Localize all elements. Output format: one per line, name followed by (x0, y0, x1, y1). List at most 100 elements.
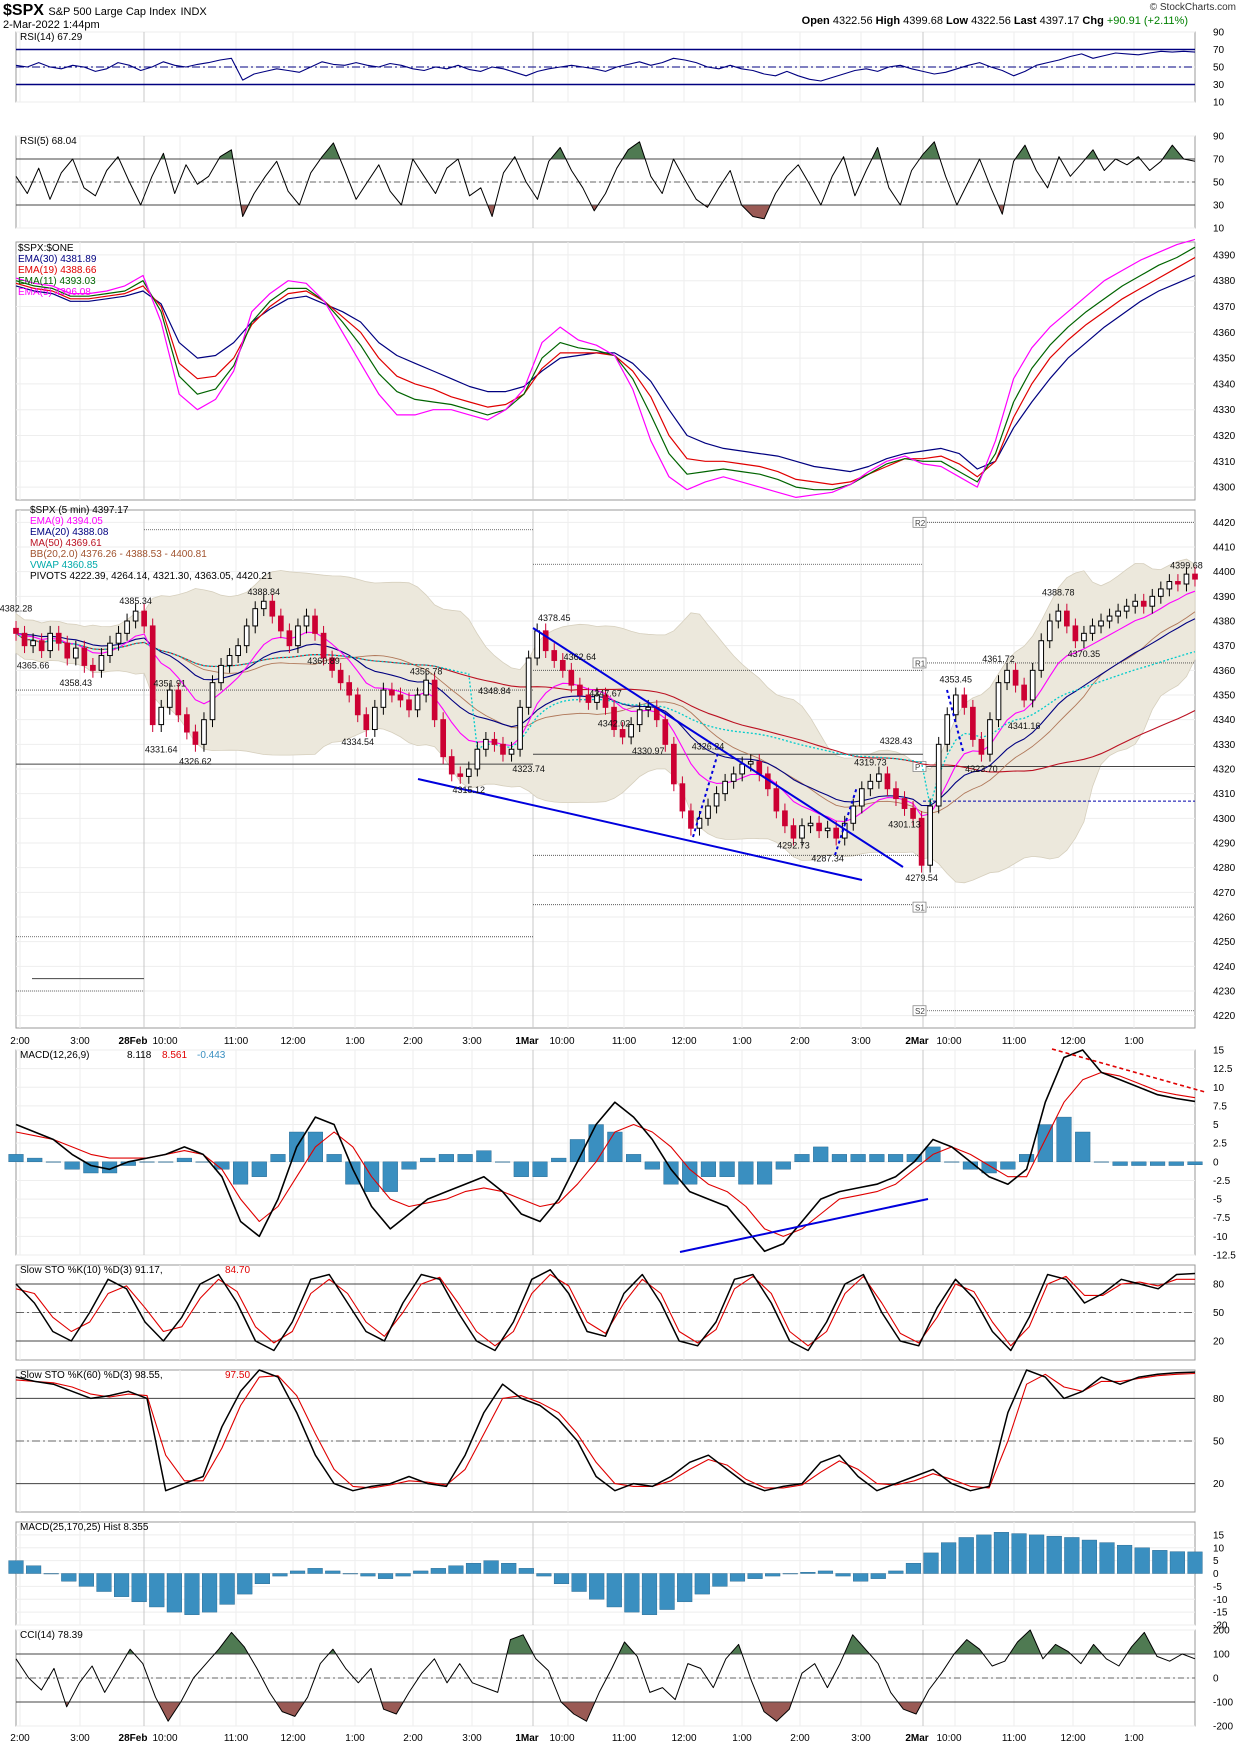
candle-body (158, 706, 165, 726)
macd-hist2-legend: MACD(25,170,25) Hist 8.355 (20, 1522, 149, 1533)
macd-hist-bar (1187, 1161, 1203, 1166)
hist-bar (8, 1560, 24, 1574)
macd-hist-bar (233, 1161, 249, 1185)
cci-tick-label: 0 (1213, 1674, 1219, 1685)
rsi5-panel: 90 70 50 30 10 RSI(5) 68.04 (15, 132, 1225, 235)
symbol: $SPX (3, 2, 44, 19)
hist-bar (782, 1573, 798, 1575)
rsi14-panel: 90 70 50 30 10 RSI(14) 67.29 (15, 28, 1225, 109)
macd-hist-bar (495, 1161, 511, 1163)
macd-hist-bar (1168, 1161, 1184, 1166)
x-axis-label: 1:00 (345, 1036, 365, 1047)
candle-body (1012, 669, 1019, 686)
macd-tick-label: 15 (1213, 1046, 1225, 1057)
macd-hist-bar (700, 1161, 716, 1177)
ema-line-0 (15, 274, 1196, 473)
macd-hist-bar (551, 1157, 567, 1163)
x-axis-label: 28Feb (119, 1036, 148, 1047)
x-axis-label: 1:00 (732, 1036, 752, 1047)
candle-body (320, 632, 327, 659)
macd-hist-bar (27, 1157, 43, 1163)
candle-body (858, 788, 865, 807)
macd-hist-bar (981, 1161, 997, 1174)
candle-body (585, 694, 592, 703)
candle-body (918, 817, 925, 866)
candle-body (149, 625, 156, 726)
price-label: 4326.62 (179, 757, 212, 767)
x-axis-label: 2:00 (403, 1733, 423, 1744)
candle-body (910, 807, 916, 819)
hist-bar (606, 1573, 622, 1608)
candle-body (132, 610, 139, 622)
candle-body (952, 694, 959, 716)
macd-legend-hist: -0.443 (197, 1050, 226, 1061)
candle-body (166, 689, 173, 708)
macd-tick-label: 12.5 (1213, 1064, 1233, 1075)
price-tick-label: 4360 (1213, 666, 1236, 677)
hist-bar (1134, 1547, 1150, 1574)
ema-panel-tick-label: 4320 (1213, 431, 1236, 442)
last-value: 4397.17 (1039, 15, 1080, 27)
rsi5-tick-label: 30 (1213, 201, 1225, 212)
macd-hist2-tick-label: -20 (1213, 1621, 1228, 1632)
macd-hist-bar (382, 1161, 398, 1192)
candle-body (115, 632, 122, 644)
candle-body (64, 642, 71, 659)
price-legend: EMA(9) 4394.05 (30, 516, 103, 527)
macd-hist-bar (139, 1161, 155, 1163)
candle-body (337, 669, 344, 684)
macd-tick-label: -7.5 (1213, 1213, 1231, 1224)
price-label: 4341.16 (1008, 721, 1041, 731)
ema-panel-tick-label: 4350 (1213, 354, 1236, 365)
hist-bar (1099, 1542, 1115, 1574)
ema-line-3 (15, 238, 1196, 498)
candle-body (218, 664, 224, 684)
ema-panel-tick-label: 4330 (1213, 405, 1236, 416)
hist-bar (430, 1568, 446, 1574)
ema-panel-frame (15, 241, 1196, 501)
x-axis-label: 1:00 (1124, 1036, 1144, 1047)
macd-hist-bar (738, 1161, 754, 1185)
ema-panel-panel: 4390 4380 4370 4360 4350 4340 4330 4320 4310 4300… (15, 238, 1236, 501)
low-label: Low (946, 15, 968, 27)
hist-bar (96, 1573, 112, 1592)
candle-body (431, 679, 438, 721)
hist-bar (1187, 1551, 1203, 1574)
last-label: Last (1013, 15, 1037, 27)
hist-bar (712, 1573, 728, 1587)
x-axis-label: 3:00 (462, 1036, 482, 1047)
candle-body (824, 827, 831, 832)
macd-hist-bar (888, 1154, 904, 1163)
ema-legend: EMA(11) 4393.03 (18, 276, 96, 287)
macd-hist-bar (1150, 1161, 1166, 1166)
candle-body (773, 788, 780, 812)
candle-body (1089, 625, 1096, 634)
macd-hist-bar (682, 1161, 698, 1185)
macd-hist-bar (869, 1154, 885, 1163)
candle-body (619, 729, 626, 738)
pivot-tag-box (912, 516, 927, 528)
cci-low-fill (65, 1702, 923, 1722)
candle-body (739, 763, 746, 775)
rsi5-tick-label: 70 (1213, 155, 1225, 166)
candle-body (559, 659, 566, 671)
sto10-tick-label: 20 (1213, 1337, 1225, 1348)
candle-body (243, 625, 250, 647)
hist-bar (289, 1570, 306, 1574)
hist-bar (395, 1573, 411, 1577)
candle-body (286, 630, 293, 647)
macd-hist-bar (438, 1154, 454, 1163)
macd-hist2-tick-label: 10 (1213, 1543, 1225, 1554)
hist-bar (219, 1573, 235, 1605)
candle-body (602, 694, 609, 708)
candle-body (1140, 600, 1147, 607)
rsi14-tick-label: 30 (1213, 80, 1225, 91)
x-axis-label: 1:00 (732, 1733, 752, 1744)
candle-body (354, 694, 361, 716)
price-label: 4323.70 (965, 764, 998, 774)
price-label: 4353.45 (940, 674, 973, 684)
price-label: 4342.02 (598, 719, 631, 729)
price-label: 4348.84 (478, 686, 511, 696)
low-value: 4322.56 (971, 15, 1011, 27)
